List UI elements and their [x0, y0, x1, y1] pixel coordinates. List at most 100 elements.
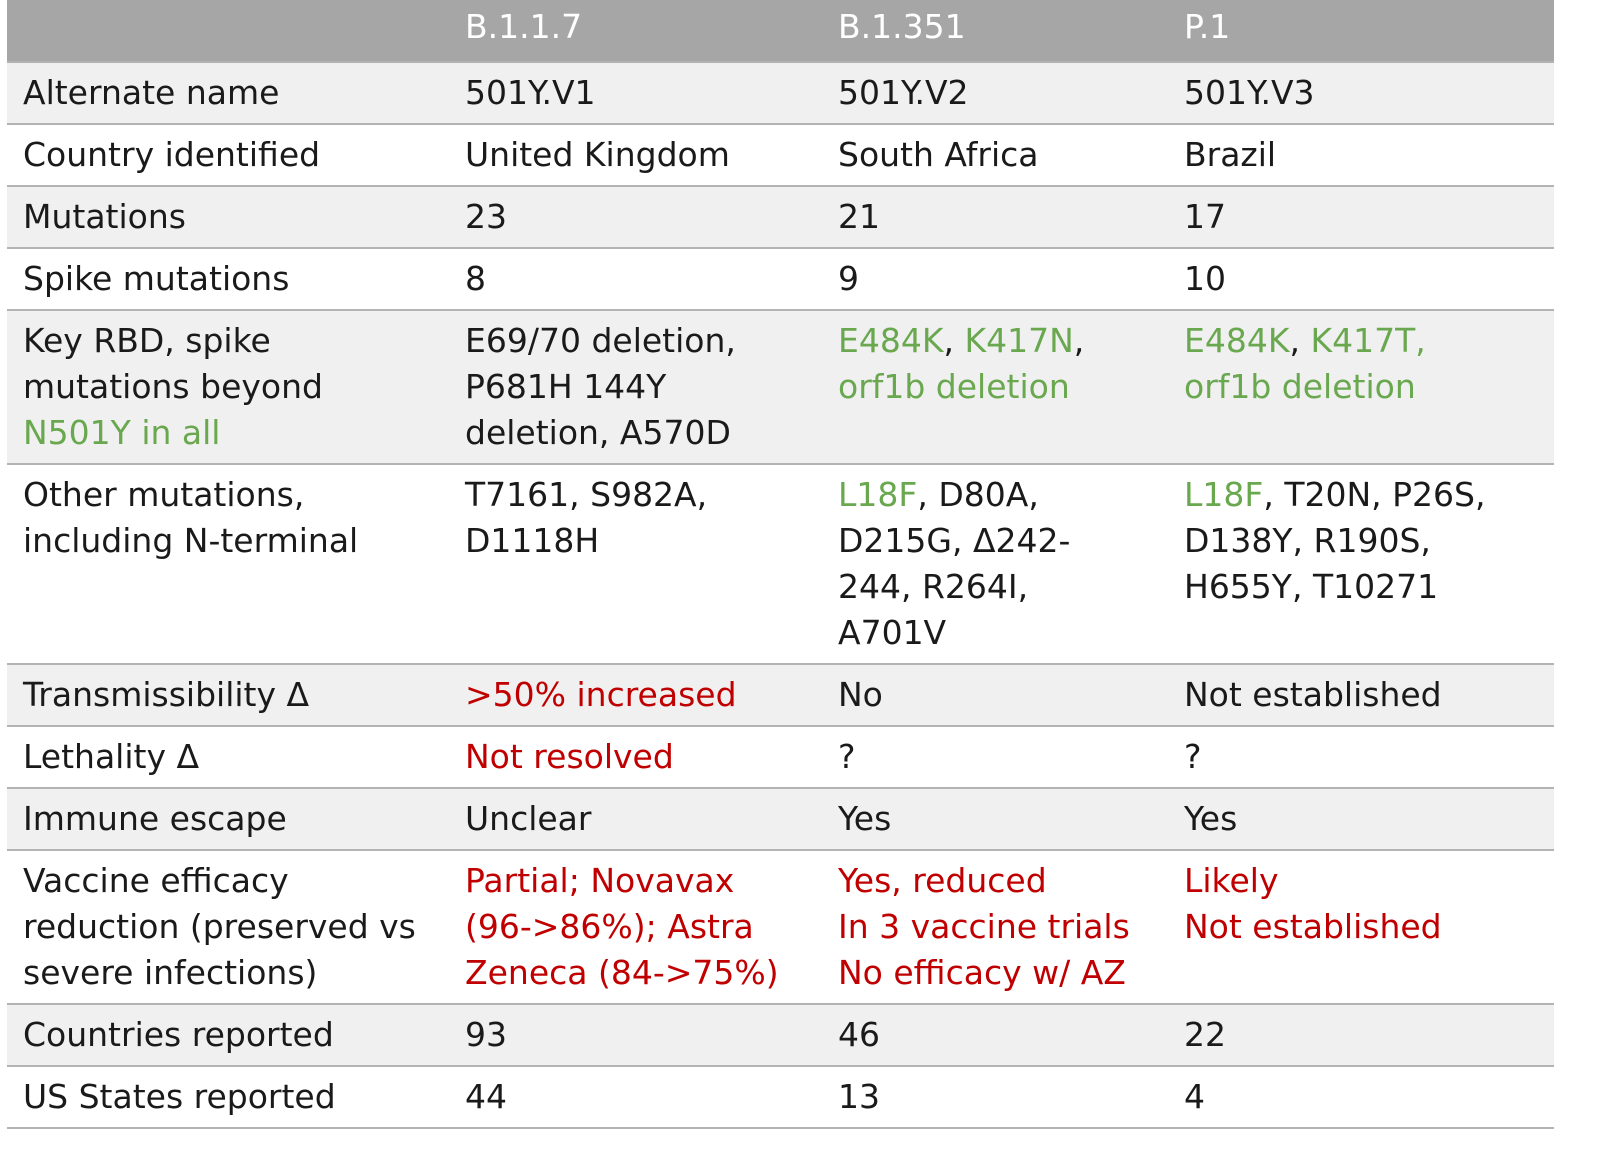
cell-b117: 44: [449, 1065, 822, 1129]
text-run: 23: [465, 197, 507, 236]
text-run: 22: [1184, 1015, 1226, 1054]
table-row-other-mutations: Other mutations, including N-terminal T71…: [7, 463, 1554, 664]
cell-b1351: ?: [822, 725, 1168, 788]
row-label: Immune escape: [7, 787, 449, 850]
cell-p1: 10: [1168, 247, 1554, 310]
cell-b117: 501Y.V1: [449, 61, 822, 124]
text-run: Partial; Novavax (96->86%); Astra Zeneca…: [465, 861, 779, 992]
cell-b1351: Yes: [822, 787, 1168, 850]
text-run: 9: [838, 259, 859, 298]
text-run: ,: [1073, 321, 1085, 360]
table-row-key-rbd-mutations: Key RBD, spike mutations beyond N501Y in…: [7, 309, 1554, 464]
table-row-country-identified: Country identified United Kingdom South Af…: [7, 123, 1554, 186]
cell-b117: T7161, S982A, D1118H: [449, 463, 822, 664]
cell-b117: 23: [449, 185, 822, 248]
cell-p1: 501Y.V3: [1168, 61, 1554, 124]
text-run: Yes, reduced In 3 vaccine trials No effi…: [838, 861, 1130, 992]
text-run: N501Y in all: [23, 413, 221, 452]
cell-b117: Unclear: [449, 787, 822, 850]
text-run: E69/70 deletion, P681H 144Y deletion, A5…: [465, 321, 736, 452]
text-run: 46: [838, 1015, 880, 1054]
cell-b1351: E484K, K417N, orf1b deletion: [822, 309, 1168, 464]
cell-b1351: No: [822, 663, 1168, 726]
table-row-countries-reported: Countries reported 93 46 22: [7, 1003, 1554, 1066]
text-run: E484K: [1184, 321, 1290, 360]
text-run: K417N: [964, 321, 1074, 360]
cell-b1351: Yes, reduced In 3 vaccine trials No effi…: [822, 849, 1168, 1004]
text-run: ,: [1289, 321, 1311, 360]
table-row-alternate-name: Alternate name 501Y.V1 501Y.V2 501Y.V3: [7, 61, 1554, 124]
row-label: Key RBD, spike mutations beyond N501Y in…: [7, 309, 449, 464]
text-run: Yes: [1184, 799, 1238, 838]
cell-b117: 8: [449, 247, 822, 310]
text-run: 93: [465, 1015, 507, 1054]
text-run: ,: [943, 321, 965, 360]
text-run: 21: [838, 197, 880, 236]
cell-p1: Likely Not established: [1168, 849, 1554, 1004]
cell-b1351: 13: [822, 1065, 1168, 1129]
text-run: >50% increased: [465, 675, 737, 714]
text-run: United Kingdom: [465, 135, 730, 174]
row-label: Vaccine efficacy reduction (preserved vs…: [7, 849, 449, 1004]
cell-b117: Partial; Novavax (96->86%); Astra Zeneca…: [449, 849, 822, 1004]
table-body: B.1.1.7 B.1.351 P.1 Alternate name 501Y.V…: [7, 0, 1554, 1129]
text-run: E484K: [838, 321, 944, 360]
table-row-vaccine-efficacy: Vaccine efficacy reduction (preserved vs…: [7, 849, 1554, 1004]
row-label: Lethality Δ: [7, 725, 449, 788]
text-run: 501Y.V3: [1184, 73, 1315, 112]
header-cell-b117: B.1.1.7: [449, 0, 822, 62]
cell-b117: 93: [449, 1003, 822, 1066]
text-run: L18F: [1184, 475, 1264, 514]
cell-p1: 22: [1168, 1003, 1554, 1066]
row-label: Spike mutations: [7, 247, 449, 310]
text-run: K417T, orf1b deletion: [1184, 321, 1426, 406]
header-cell-empty: [7, 0, 449, 62]
text-run: Likely Not established: [1184, 861, 1442, 946]
cell-b117: Not resolved: [449, 725, 822, 788]
table-row-mutations: Mutations 23 21 17: [7, 185, 1554, 248]
cell-b117: United Kingdom: [449, 123, 822, 186]
cell-b1351: 501Y.V2: [822, 61, 1168, 124]
text-run: 44: [465, 1077, 507, 1116]
text-run: ?: [838, 737, 856, 776]
row-label: Other mutations, including N-terminal: [7, 463, 449, 664]
text-run: T7161, S982A, D1118H: [465, 475, 708, 560]
text-run: 13: [838, 1077, 880, 1116]
row-label: Countries reported: [7, 1003, 449, 1066]
row-label: Transmissibility Δ: [7, 663, 449, 726]
header-row: B.1.1.7 B.1.351 P.1: [7, 0, 1554, 62]
cell-p1: Not established: [1168, 663, 1554, 726]
variant-comparison-table: B.1.1.7 B.1.351 P.1 Alternate name 501Y.V…: [7, 0, 1554, 1129]
text-run: 8: [465, 259, 486, 298]
text-run: ?: [1184, 737, 1202, 776]
cell-p1: Yes: [1168, 787, 1554, 850]
cell-b1351: South Africa: [822, 123, 1168, 186]
cell-b1351: 46: [822, 1003, 1168, 1066]
text-run: Not resolved: [465, 737, 674, 776]
row-label: US States reported: [7, 1065, 449, 1129]
cell-p1: E484K, K417T, orf1b deletion: [1168, 309, 1554, 464]
cell-p1: Brazil: [1168, 123, 1554, 186]
cell-b1351: 21: [822, 185, 1168, 248]
text-run: Unclear: [465, 799, 592, 838]
text-run: South Africa: [838, 135, 1039, 174]
text-run: 501Y.V1: [465, 73, 596, 112]
text-run: 4: [1184, 1077, 1205, 1116]
row-label: Mutations: [7, 185, 449, 248]
table-row-transmissibility: Transmissibility Δ >50% increased No Not es…: [7, 663, 1554, 726]
text-run: Key RBD, spike mutations beyond: [23, 321, 323, 406]
text-run: L18F: [838, 475, 918, 514]
text-run: Brazil: [1184, 135, 1277, 174]
table-row-spike-mutations: Spike mutations 8 9 10: [7, 247, 1554, 310]
cell-b117: E69/70 deletion, P681H 144Y deletion, A5…: [449, 309, 822, 464]
cell-p1: L18F, T20N, P26S, D138Y, R190S, H655Y, T…: [1168, 463, 1554, 664]
table-row-immune-escape: Immune escape Unclear Yes Yes: [7, 787, 1554, 850]
text-run: 10: [1184, 259, 1226, 298]
text-run: Not established: [1184, 675, 1442, 714]
text-run: , T20N, P26S, D138Y, R190S, H655Y, T1027…: [1184, 475, 1486, 606]
cell-p1: 4: [1168, 1065, 1554, 1129]
text-run: 17: [1184, 197, 1226, 236]
text-run: , D80A, D215G, Δ242- 244, R264I, A701V: [838, 475, 1071, 652]
cell-p1: ?: [1168, 725, 1554, 788]
row-label: Alternate name: [7, 61, 449, 124]
